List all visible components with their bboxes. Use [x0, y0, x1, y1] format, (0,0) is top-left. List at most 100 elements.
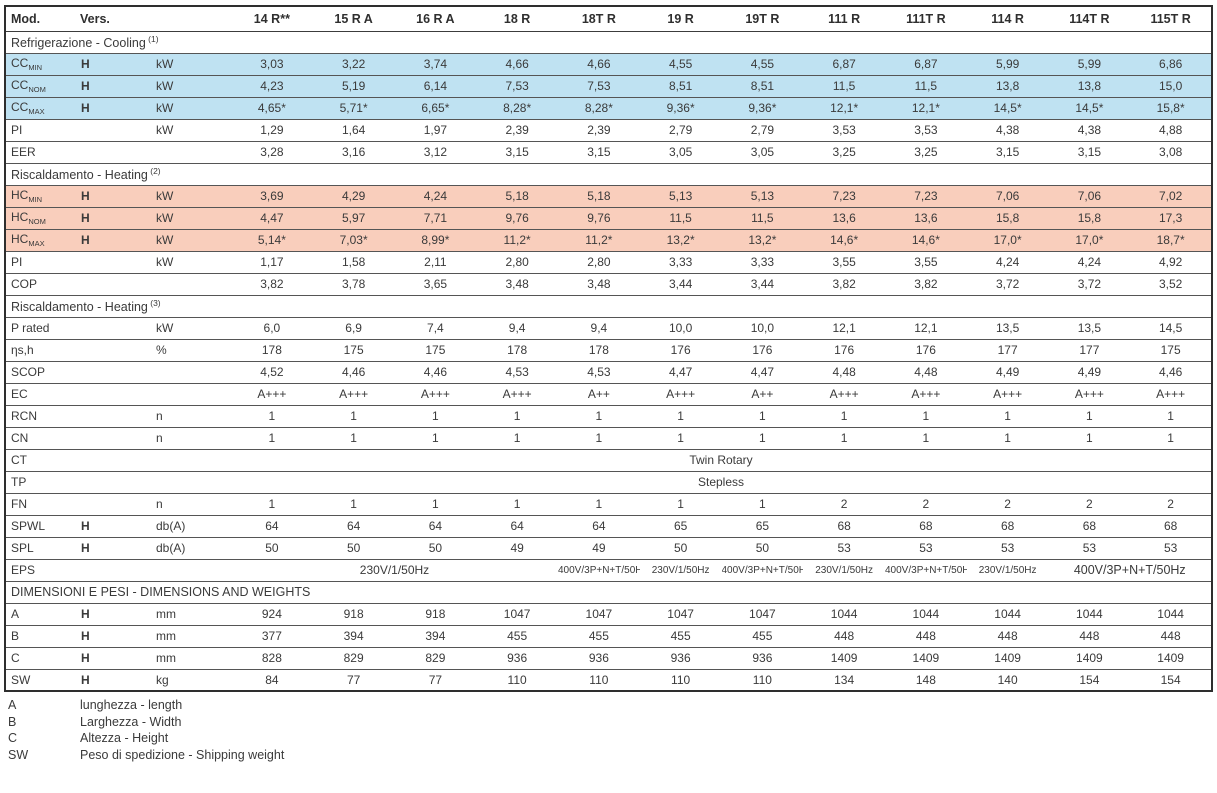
cell-value: 11,5	[803, 75, 885, 98]
cell-value: 1	[394, 493, 477, 516]
header-row: Mod. Vers. 14 R** 15 R A 16 R A 18 R 18T R 19…	[5, 6, 1212, 32]
cell-value: 178	[231, 339, 313, 362]
cell-value: 175	[1130, 339, 1212, 362]
cell-value: 17,0*	[1048, 229, 1131, 252]
row-label: EC	[5, 383, 75, 406]
legend-item: A lunghezza - length	[8, 698, 1217, 715]
cell-value: 4,55	[639, 53, 722, 76]
row-unit	[151, 559, 231, 582]
cell-value: 110	[558, 669, 640, 692]
cell-value: 2	[803, 493, 885, 516]
cell-merged-value: 230V/1/50Hz	[231, 559, 558, 582]
cell-value: 936	[721, 647, 804, 670]
row-vers: H	[75, 207, 151, 230]
cell-value: 1047	[721, 603, 804, 626]
cell-value: 4,92	[1130, 251, 1212, 274]
cell-value: 3,15	[966, 141, 1049, 164]
cell-value: 53	[803, 537, 885, 560]
cell-value: 14,5*	[966, 97, 1049, 120]
cell-value: 1	[803, 427, 885, 450]
row-vers: H	[75, 603, 151, 626]
cell-value: 68	[885, 515, 967, 538]
cell-value: 7,06	[1048, 185, 1131, 208]
row-label: PI	[5, 119, 75, 142]
row-unit: kW	[151, 207, 231, 230]
cell-value: 1	[639, 427, 722, 450]
cell-value: 64	[476, 515, 558, 538]
cell-value: 13,2*	[639, 229, 722, 252]
cell-value: 4,66	[558, 53, 640, 76]
cell-value: 178	[558, 339, 640, 362]
cell-value: 68	[803, 515, 885, 538]
cell-value: 9,36*	[639, 97, 722, 120]
cell-value: 455	[476, 625, 558, 648]
cell-value: 394	[312, 625, 395, 648]
row-label: C	[5, 647, 75, 670]
row-unit: kW	[151, 53, 231, 76]
col-header-model: 16 R A	[394, 6, 477, 32]
spec-row: FN n 1 1 1 1 1 1 1 2 2 2 2 2	[5, 493, 1212, 516]
cell-merged-value: 400V/3P+N+T/50Hz	[1048, 559, 1212, 582]
row-vers	[75, 361, 151, 384]
legend: A lunghezza - length B Larghezza - Width…	[8, 698, 1217, 764]
row-label: HCMIN	[5, 185, 75, 208]
row-vers	[75, 317, 151, 340]
cell-value: 1	[476, 427, 558, 450]
cell-value: A+++	[803, 383, 885, 406]
cell-value: 4,38	[966, 119, 1049, 142]
cell-merged-value: Twin Rotary	[231, 449, 1212, 472]
cell-value: 5,99	[966, 53, 1049, 76]
cell-value: A+++	[394, 383, 477, 406]
cell-value: 3,82	[803, 273, 885, 296]
cell-value: 829	[394, 647, 477, 670]
cell-value: 3,16	[312, 141, 395, 164]
row-label: COP	[5, 273, 75, 296]
cell-value: 1,64	[312, 119, 395, 142]
cell-value: 448	[885, 625, 967, 648]
cell-value: 1044	[885, 603, 967, 626]
cell-value: 3,69	[231, 185, 313, 208]
row-vers	[75, 405, 151, 428]
cell-value: 15,8	[966, 207, 1049, 230]
cell-value: 1	[476, 493, 558, 516]
cell-value: 7,71	[394, 207, 477, 230]
cell-value: A+++	[885, 383, 967, 406]
cell-value: 3,15	[476, 141, 558, 164]
cell-merged-value: 230V/1/50Hz	[966, 559, 1049, 582]
row-unit: kg	[151, 669, 231, 692]
cell-value: 2	[966, 493, 1049, 516]
cell-value: 4,38	[1048, 119, 1131, 142]
legend-desc: Peso di spedizione - Shipping weight	[80, 747, 285, 762]
cell-value: 6,65*	[394, 97, 477, 120]
cell-value: 829	[312, 647, 395, 670]
row-vers: H	[75, 97, 151, 120]
row-vers	[75, 449, 151, 472]
cell-value: 5,19	[312, 75, 395, 98]
cell-value: 176	[639, 339, 722, 362]
cell-value: 1044	[966, 603, 1049, 626]
legend-item: C Altezza - Height	[8, 731, 1217, 748]
row-vers	[75, 141, 151, 164]
cell-value: 3,15	[558, 141, 640, 164]
spec-row: PI kW 1,17 1,58 2,11 2,80 2,80 3,33 3,33 3,55 3,55…	[5, 251, 1212, 274]
cell-value: 2,79	[639, 119, 722, 142]
legend-code: C	[8, 731, 18, 745]
col-header-model: 18 R	[476, 6, 558, 32]
section-title: DIMENSIONI E PESI - DIMENSIONS AND WEIGH…	[5, 581, 1212, 604]
cell-value: 18,7*	[1130, 229, 1212, 252]
col-header-mod: Mod.	[5, 6, 75, 32]
cell-value: 3,82	[231, 273, 313, 296]
cell-value: A+++	[231, 383, 313, 406]
cell-value: 12,1	[885, 317, 967, 340]
cell-value: 1	[312, 493, 395, 516]
cell-value: 68	[1130, 515, 1212, 538]
cell-value: 1	[639, 405, 722, 428]
cell-value: 1409	[1048, 647, 1131, 670]
cell-value: 4,46	[312, 361, 395, 384]
cell-value: 12,1*	[803, 97, 885, 120]
row-vers: H	[75, 625, 151, 648]
cell-value: 5,13	[639, 185, 722, 208]
row-label: PI	[5, 251, 75, 274]
